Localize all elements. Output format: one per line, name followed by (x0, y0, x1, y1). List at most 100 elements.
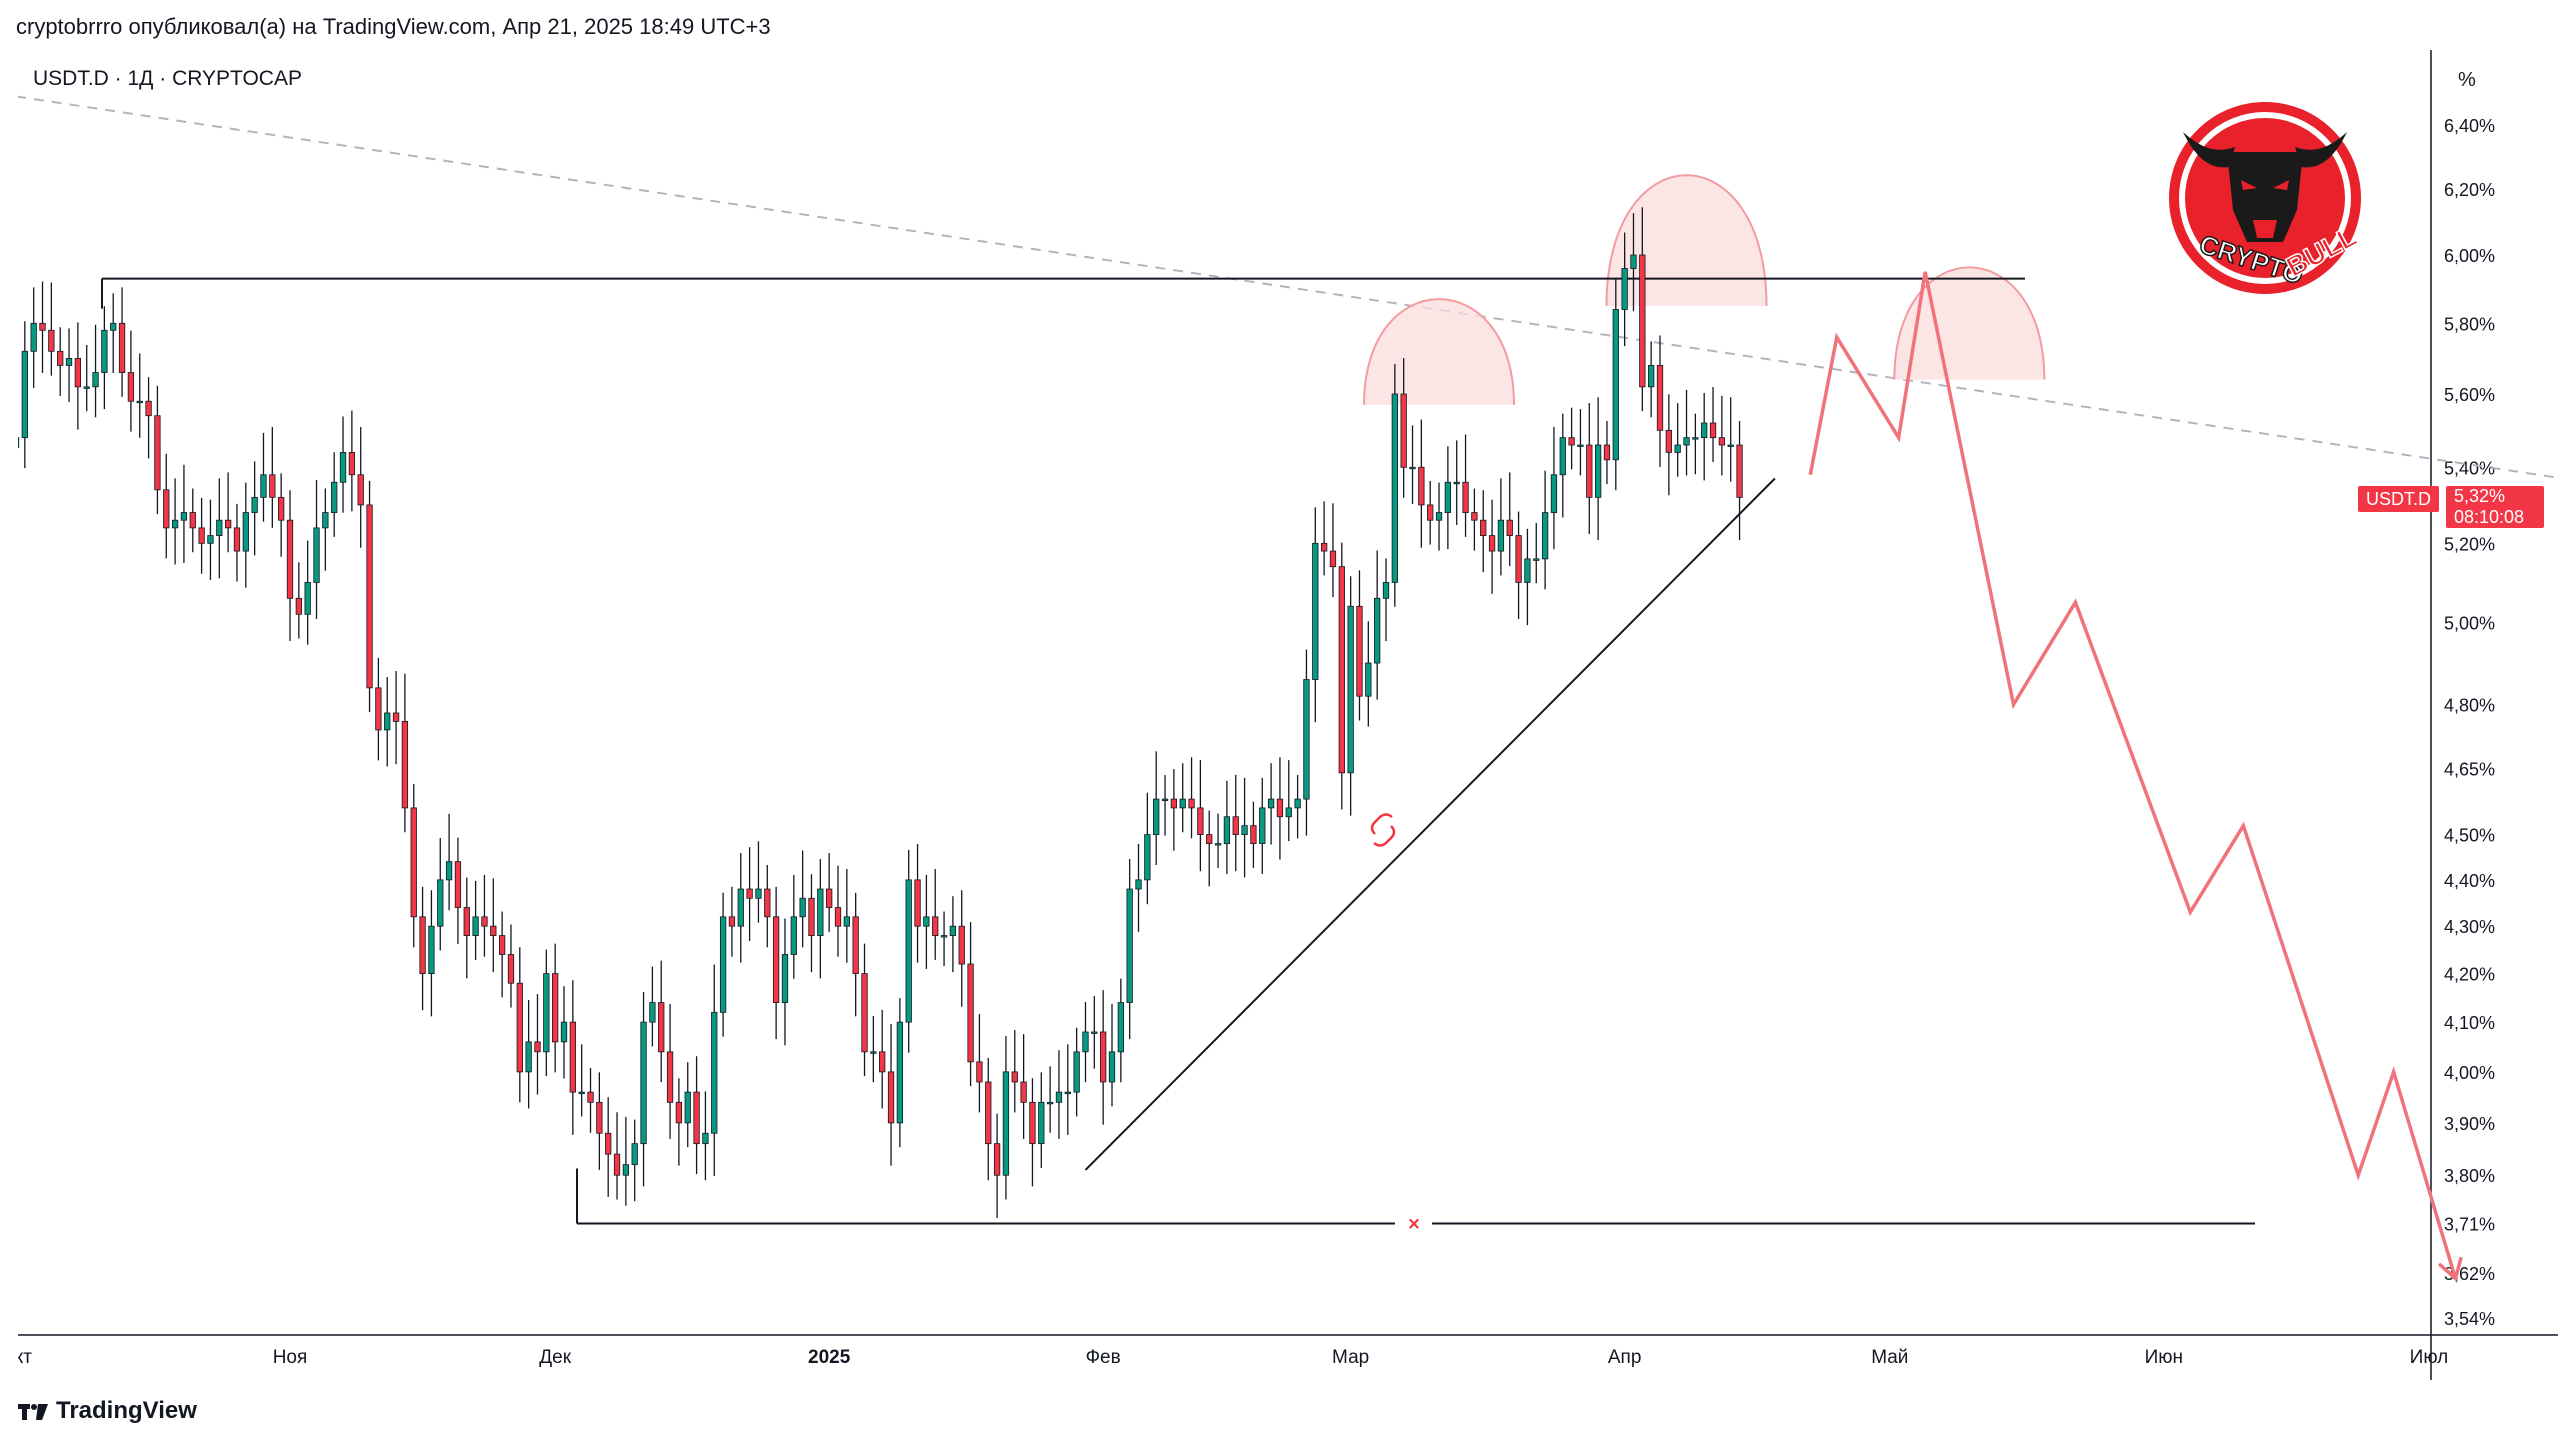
candle-down[interactable] (808, 897, 815, 936)
candle-up[interactable] (1382, 582, 1390, 599)
candle-down[interactable] (189, 512, 196, 529)
candle-up[interactable] (781, 954, 789, 1003)
candle-down[interactable] (1100, 1031, 1107, 1083)
candle-down[interactable] (481, 916, 488, 927)
candle-up[interactable] (719, 916, 727, 1013)
candle-up[interactable] (1135, 879, 1142, 890)
tradingview-logo[interactable]: TradingView (18, 1397, 197, 1425)
candle-down[interactable] (1329, 550, 1337, 568)
candle-down[interactable] (826, 888, 833, 908)
candle-down[interactable] (516, 982, 523, 1073)
candle-down[interactable] (375, 687, 382, 731)
candle-down[interactable] (1488, 535, 1496, 552)
candle-down[interactable] (357, 474, 364, 506)
chart-frame[interactable]: % 6,40% 6,20% 6,00% 5,80% 5,60% 5,40% 5,20% 5,00… (18, 50, 2558, 1380)
candle-down[interactable] (198, 527, 205, 544)
candle-down[interactable] (1029, 1101, 1036, 1145)
candle-up[interactable] (1444, 481, 1452, 513)
candle-up[interactable] (525, 1041, 532, 1073)
candle-up[interactable] (578, 1091, 585, 1095)
candle-up[interactable] (1259, 807, 1266, 844)
candle-up[interactable] (640, 1021, 647, 1145)
candle-down[interactable] (552, 973, 559, 1043)
candle-down[interactable] (993, 1143, 1001, 1176)
candle-down[interactable] (39, 322, 46, 331)
candle-up[interactable] (1002, 1071, 1010, 1176)
head-dome-outline[interactable] (1363, 298, 1516, 405)
candle-up[interactable] (313, 527, 320, 583)
candle-up[interactable] (18, 437, 20, 449)
candle-up[interactable] (1082, 1031, 1089, 1053)
candle-up[interactable] (843, 916, 850, 927)
candle-down[interactable] (1338, 566, 1345, 774)
candle-down[interactable] (57, 350, 64, 366)
candle-down[interactable] (1206, 834, 1213, 844)
candle-down[interactable] (286, 519, 294, 599)
projection-path[interactable] (1808, 271, 2458, 1280)
candle-down[interactable] (587, 1091, 594, 1103)
candle-up[interactable] (923, 916, 930, 927)
candle-up[interactable] (1153, 798, 1160, 835)
candle-down[interactable] (1568, 437, 1575, 446)
candle-down[interactable] (985, 1081, 992, 1145)
candle-down[interactable] (658, 1002, 665, 1053)
candle-down[interactable] (145, 400, 152, 417)
candle-up[interactable] (1692, 437, 1699, 440)
candle-up[interactable] (1365, 662, 1372, 697)
candle-down[interactable] (127, 372, 135, 402)
candle-down[interactable] (861, 973, 868, 1053)
candle-up[interactable] (1055, 1091, 1063, 1103)
candle-down[interactable] (693, 1091, 700, 1145)
candle-up[interactable] (1524, 558, 1531, 583)
candle-up[interactable] (339, 452, 347, 483)
candle-up[interactable] (1621, 268, 1628, 310)
candle-up[interactable] (737, 888, 744, 927)
candle-up[interactable] (1144, 834, 1151, 881)
candle-down[interactable] (967, 963, 974, 1063)
symbol-title[interactable]: USDT.D · 1Д · CRYPTOCAP (33, 67, 302, 90)
candle-down[interactable] (454, 861, 462, 908)
candle-down[interactable] (613, 1153, 621, 1176)
candle-up[interactable] (1391, 393, 1398, 583)
candle-down[interactable] (1400, 393, 1407, 468)
candle-down[interactable] (1232, 816, 1239, 835)
candle-down[interactable] (1603, 444, 1611, 461)
candle-down[interactable] (1665, 429, 1672, 453)
candle-down[interactable] (1011, 1071, 1018, 1083)
candle-up[interactable] (1577, 444, 1584, 447)
candle-down[interactable] (498, 935, 506, 955)
candle-up[interactable] (905, 879, 912, 1023)
candle-down[interactable] (278, 496, 285, 521)
candle-up[interactable] (799, 897, 806, 918)
candle-down[interactable] (772, 916, 780, 1003)
candle-down[interactable] (1320, 542, 1328, 552)
rising-trendline[interactable] (1084, 477, 1776, 1171)
candle-up[interactable] (1038, 1101, 1045, 1145)
candle-up[interactable] (1285, 807, 1292, 818)
candle-down[interactable] (348, 452, 356, 476)
candle-down[interactable] (675, 1101, 683, 1124)
candle-down[interactable] (852, 916, 859, 974)
candle-up[interactable] (1409, 466, 1416, 470)
candle-down[interactable] (596, 1101, 603, 1134)
candle-down[interactable] (976, 1061, 983, 1083)
candle-up[interactable] (622, 1164, 630, 1176)
candle-up[interactable] (1683, 437, 1690, 446)
candle-down[interactable] (295, 597, 302, 615)
candle-down[interactable] (1480, 519, 1487, 536)
candle-up[interactable] (1214, 843, 1222, 846)
candle-down[interactable] (1276, 798, 1284, 818)
candle-up[interactable] (1073, 1051, 1080, 1093)
candle-down[interactable] (887, 1071, 895, 1124)
candle-down[interactable] (1471, 512, 1478, 521)
candle-up[interactable] (207, 535, 214, 544)
candle-up[interactable] (1347, 605, 1354, 774)
candle-up[interactable] (1497, 519, 1505, 552)
candle-down[interactable] (507, 954, 515, 984)
candle-up[interactable] (1701, 422, 1708, 439)
candle-down[interactable] (410, 807, 417, 918)
candle-down[interactable] (1356, 605, 1363, 697)
candle-up[interactable] (171, 519, 179, 529)
candle-up[interactable] (1727, 444, 1734, 447)
candle-down[interactable] (1462, 481, 1469, 513)
